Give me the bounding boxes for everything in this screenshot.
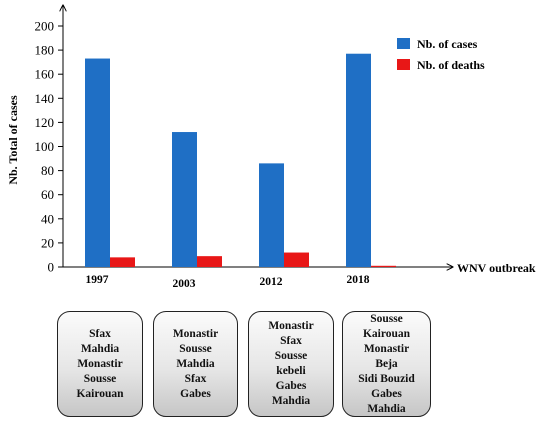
y-tick-label: 200 bbox=[35, 19, 55, 34]
region-name: Gabes bbox=[180, 387, 211, 400]
region-box-1997: Sfax Mahdia Monastir Sousse Kairouan bbox=[57, 311, 143, 417]
y-tick-label: 0 bbox=[48, 260, 55, 275]
region-name: Monastir bbox=[268, 320, 314, 332]
legend-label: Nb. of cases bbox=[417, 37, 478, 51]
legend-swatch bbox=[397, 59, 410, 70]
bar-deaths-1997 bbox=[110, 257, 135, 267]
region-name: Monastir bbox=[77, 357, 123, 370]
region-name: Mahdia bbox=[367, 402, 406, 415]
x-tick-label: 2018 bbox=[347, 274, 370, 286]
y-axis-label: Nb. Total of cases bbox=[6, 95, 20, 185]
region-name: Sfax bbox=[89, 327, 111, 340]
region-name: Mahdia bbox=[271, 395, 311, 407]
region-name: Sousse bbox=[370, 312, 403, 325]
y-tick-label: 180 bbox=[35, 43, 55, 58]
region-name: Gabes bbox=[371, 387, 402, 400]
bar-cases-2012 bbox=[259, 163, 284, 267]
region-name: Kairouan bbox=[76, 387, 124, 400]
legend-label: Nb. of deaths bbox=[417, 58, 485, 72]
x-tick-label: 2012 bbox=[260, 276, 283, 288]
bar-cases-2018 bbox=[346, 53, 371, 268]
y-tick-label: 20 bbox=[41, 235, 54, 250]
legend-swatch bbox=[397, 38, 410, 49]
region-name: kebeli bbox=[276, 365, 306, 377]
region-name: Beja bbox=[375, 357, 398, 370]
y-tick-label: 120 bbox=[35, 115, 55, 130]
region-name: Sousse bbox=[83, 372, 117, 385]
region-box-2012: Monastir Sfax Sousse kebeli Gabes Mahdia bbox=[248, 311, 334, 417]
region-name: Sfax bbox=[184, 372, 207, 385]
x-axis-label: WNV outbreak bbox=[457, 261, 536, 275]
bar-cases-2003 bbox=[172, 132, 197, 267]
region-name: Kairouan bbox=[362, 327, 411, 340]
y-tick-label: 80 bbox=[41, 163, 54, 178]
region-name: Gabes bbox=[275, 380, 307, 392]
y-tick-label: 100 bbox=[35, 139, 55, 154]
x-tick-label: 1997 bbox=[86, 274, 109, 286]
bar-chart: 0 20 40 60 80 100 120 140 160 180 200 1997 2003 2012… bbox=[6, 0, 536, 290]
region-box-2003: Monastir Sousse Mahdia Sfax Gabes bbox=[153, 311, 238, 417]
y-tick-label: 60 bbox=[41, 187, 54, 202]
region-name: Sousse bbox=[179, 342, 212, 355]
region-name: Sousse bbox=[274, 350, 308, 362]
bar-cases-1997 bbox=[85, 58, 110, 267]
legend: Nb. of cases Nb. of deaths bbox=[397, 37, 485, 72]
region-name: Monastir bbox=[172, 327, 219, 340]
y-tick-label: 140 bbox=[35, 91, 55, 106]
region-box-2018: Sousse Kairouan Monastir Beja Sidi Bouzid Gab… bbox=[342, 311, 431, 417]
bar-deaths-2003 bbox=[197, 256, 222, 267]
region-name: Sfax bbox=[280, 335, 302, 347]
bar-deaths-2012 bbox=[284, 252, 309, 267]
region-name: Mahdia bbox=[176, 357, 215, 370]
x-tick-label: 2003 bbox=[173, 278, 196, 290]
region-name: Sidi Bouzid bbox=[358, 372, 415, 385]
y-tick-label: 40 bbox=[41, 211, 54, 226]
region-name: Mahdia bbox=[80, 342, 120, 355]
region-name: Monastir bbox=[363, 342, 410, 355]
bar-deaths-2018 bbox=[371, 265, 396, 267]
y-tick-label: 160 bbox=[35, 67, 55, 82]
